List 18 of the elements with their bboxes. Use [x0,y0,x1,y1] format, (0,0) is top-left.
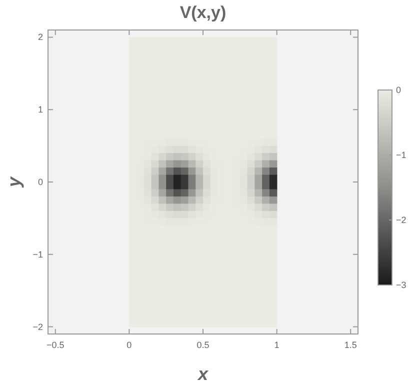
x-axis-title: x [196,364,209,384]
y-tick-label: 2 [38,32,43,42]
x-tick-label: 0.5 [196,340,210,350]
x-tick-label: 1 [274,340,280,350]
y-tick-label: 0 [38,177,43,187]
y-axis-title: y [4,176,24,188]
y-tick-label: −2 [32,322,43,332]
color-bar-label: 0 [396,85,402,95]
color-bar-label: −3 [396,280,406,290]
x-tick-label: −0.5 [46,340,64,350]
color-scale: −3 −2 −1 0 [378,85,406,290]
y-tick-label: −1 [32,249,43,260]
y-tick-label: 1 [38,104,43,115]
color-bar-label: −1 [396,150,406,160]
x-tick-label: 1.5 [344,340,357,350]
x-tick-label: 0 [126,340,132,350]
chart-title: V(x,y) [180,3,226,22]
color-bar-label: −2 [396,215,406,225]
